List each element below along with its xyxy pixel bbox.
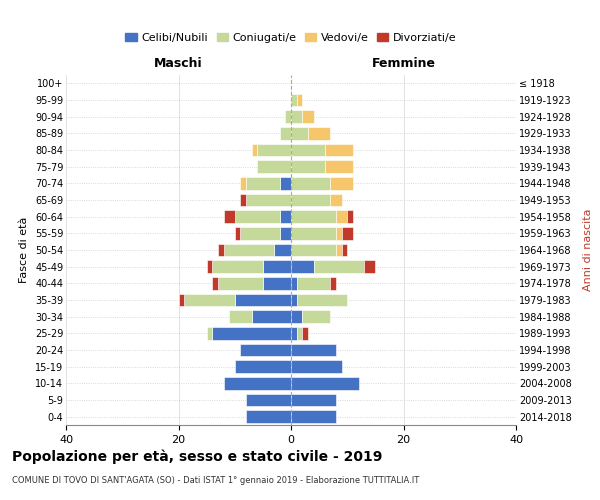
Bar [291, 377, 359, 390]
Bar [291, 227, 336, 239]
Bar [291, 294, 296, 306]
Bar [235, 227, 241, 239]
Bar [291, 394, 336, 406]
Text: Maschi: Maschi [154, 57, 203, 70]
Bar [280, 227, 291, 239]
Bar [246, 194, 291, 206]
Bar [241, 177, 246, 190]
Bar [291, 94, 296, 106]
Y-axis label: Anni di nascita: Anni di nascita [583, 209, 593, 291]
Bar [246, 410, 291, 423]
Bar [302, 327, 308, 340]
Bar [291, 244, 336, 256]
Bar [206, 260, 212, 273]
Bar [291, 260, 314, 273]
Bar [291, 110, 302, 123]
Bar [257, 160, 291, 173]
Bar [331, 194, 341, 206]
Bar [218, 244, 223, 256]
Bar [308, 127, 331, 140]
Bar [291, 127, 308, 140]
Bar [223, 244, 274, 256]
Bar [302, 110, 314, 123]
Bar [364, 260, 376, 273]
Text: Popolazione per età, sesso e stato civile - 2019: Popolazione per età, sesso e stato civil… [12, 450, 382, 464]
Bar [291, 344, 336, 356]
Bar [291, 277, 296, 289]
Bar [291, 327, 296, 340]
Bar [336, 210, 347, 223]
Bar [179, 294, 184, 306]
Bar [336, 227, 341, 239]
Bar [291, 410, 336, 423]
Bar [212, 327, 291, 340]
Y-axis label: Fasce di età: Fasce di età [19, 217, 29, 283]
Bar [296, 277, 331, 289]
Bar [296, 294, 347, 306]
Bar [251, 144, 257, 156]
Bar [241, 194, 246, 206]
Bar [263, 260, 291, 273]
Bar [212, 260, 263, 273]
Bar [291, 144, 325, 156]
Bar [263, 277, 291, 289]
Bar [341, 244, 347, 256]
Text: COMUNE DI TOVO DI SANT'AGATA (SO) - Dati ISTAT 1° gennaio 2019 - Elaborazione TU: COMUNE DI TOVO DI SANT'AGATA (SO) - Dati… [12, 476, 419, 485]
Bar [235, 360, 291, 373]
Legend: Celibi/Nubili, Coniugati/e, Vedovi/e, Divorziati/e: Celibi/Nubili, Coniugati/e, Vedovi/e, Di… [121, 28, 461, 47]
Bar [223, 377, 291, 390]
Bar [206, 327, 212, 340]
Bar [291, 210, 336, 223]
Bar [241, 344, 291, 356]
Bar [325, 160, 353, 173]
Bar [331, 277, 336, 289]
Bar [341, 227, 353, 239]
Bar [280, 210, 291, 223]
Bar [291, 360, 341, 373]
Bar [246, 394, 291, 406]
Bar [223, 210, 235, 223]
Bar [336, 244, 341, 256]
Bar [280, 127, 291, 140]
Bar [257, 144, 291, 156]
Text: Femmine: Femmine [371, 57, 436, 70]
Bar [302, 310, 331, 323]
Bar [229, 310, 251, 323]
Bar [296, 94, 302, 106]
Bar [212, 277, 218, 289]
Bar [241, 227, 280, 239]
Bar [296, 327, 302, 340]
Bar [246, 177, 280, 190]
Bar [325, 144, 353, 156]
Bar [331, 177, 353, 190]
Bar [274, 244, 291, 256]
Bar [314, 260, 364, 273]
Bar [218, 277, 263, 289]
Bar [251, 310, 291, 323]
Bar [347, 210, 353, 223]
Bar [291, 194, 331, 206]
Bar [235, 294, 291, 306]
Bar [280, 177, 291, 190]
Bar [235, 210, 280, 223]
Bar [286, 110, 291, 123]
Bar [184, 294, 235, 306]
Bar [291, 310, 302, 323]
Bar [291, 160, 325, 173]
Bar [291, 177, 331, 190]
